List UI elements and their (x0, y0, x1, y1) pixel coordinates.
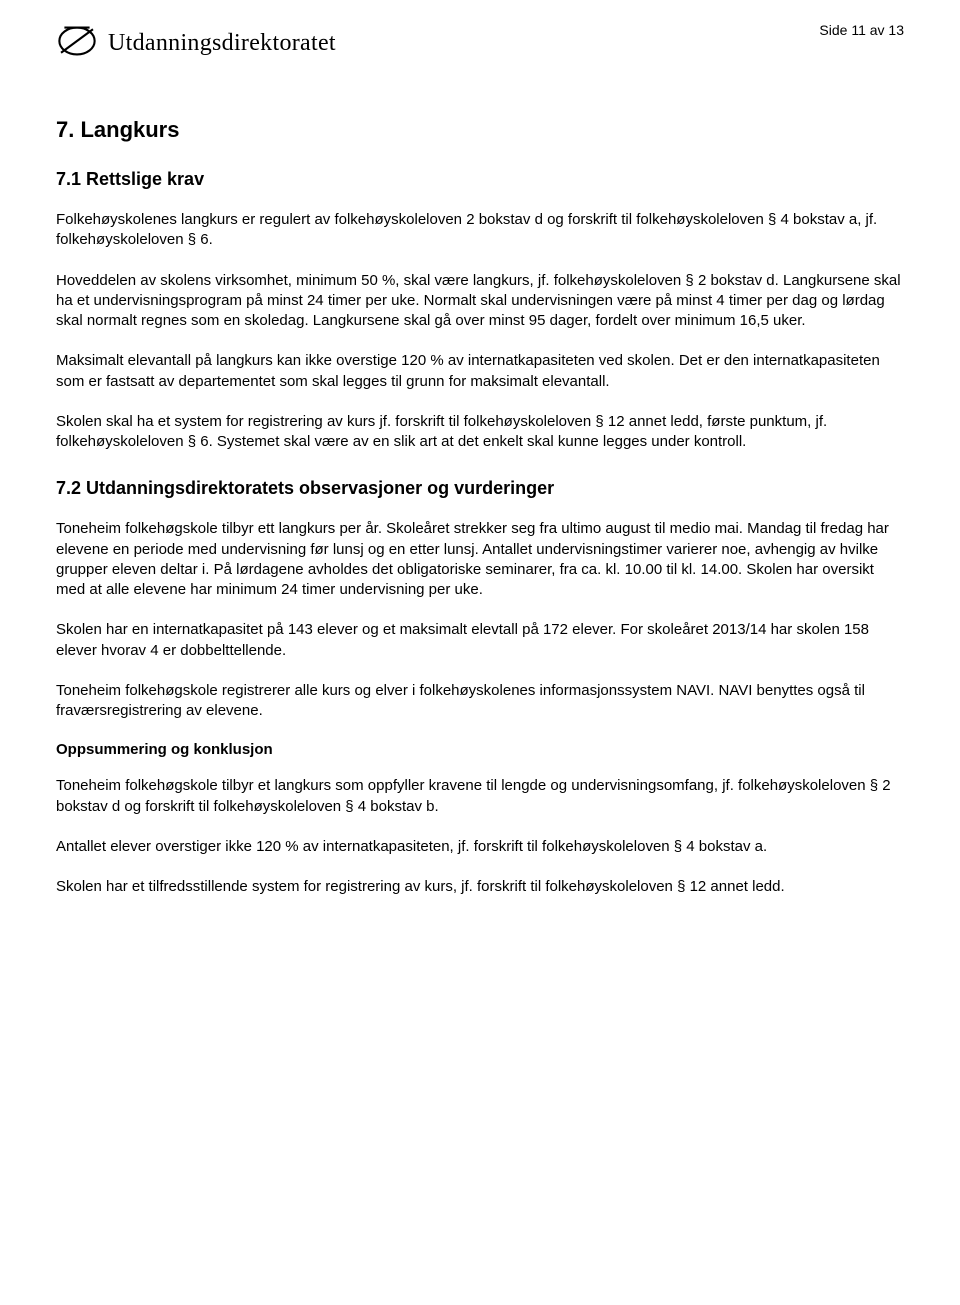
heading-main: 7. Langkurs (56, 117, 904, 143)
org-logo-block: Utdanningsdirektoratet (56, 20, 336, 67)
page-header: Utdanningsdirektoratet Side 11 av 13 (56, 20, 904, 67)
paragraph-text: Toneheim folkehøgskole registrerer alle … (56, 681, 904, 722)
heading-7-2: 7.2 Utdanningsdirektoratets observasjone… (56, 478, 904, 499)
paragraph-text: Hoveddelen av skolens virksomhet, minimu… (56, 271, 904, 332)
paragraph-text: Maksimalt elevantall på langkurs kan ikk… (56, 351, 904, 392)
heading-7-1: 7.1 Rettslige krav (56, 169, 904, 190)
paragraph-text: Skolen har en internatkapasitet på 143 e… (56, 620, 904, 661)
paragraph-text: Skolen har et tilfredsstillende system f… (56, 877, 904, 897)
paragraph-text: Toneheim folkehøgskole tilbyr et langkur… (56, 776, 904, 817)
document-content: 7. Langkurs 7.1 Rettslige krav Folkehøys… (56, 117, 904, 897)
heading-summary: Oppsummering og konklusjon (56, 741, 904, 758)
paragraph-text: Skolen skal ha et system for registrerin… (56, 412, 904, 453)
org-logo-icon (56, 20, 98, 67)
page-number: Side 11 av 13 (819, 22, 904, 38)
paragraph-text: Antallet elever overstiger ikke 120 % av… (56, 837, 904, 857)
org-name: Utdanningsdirektoratet (108, 30, 336, 57)
paragraph-text: Folkehøyskolenes langkurs er regulert av… (56, 210, 904, 251)
paragraph-text: Toneheim folkehøgskole tilbyr ett langku… (56, 519, 904, 600)
